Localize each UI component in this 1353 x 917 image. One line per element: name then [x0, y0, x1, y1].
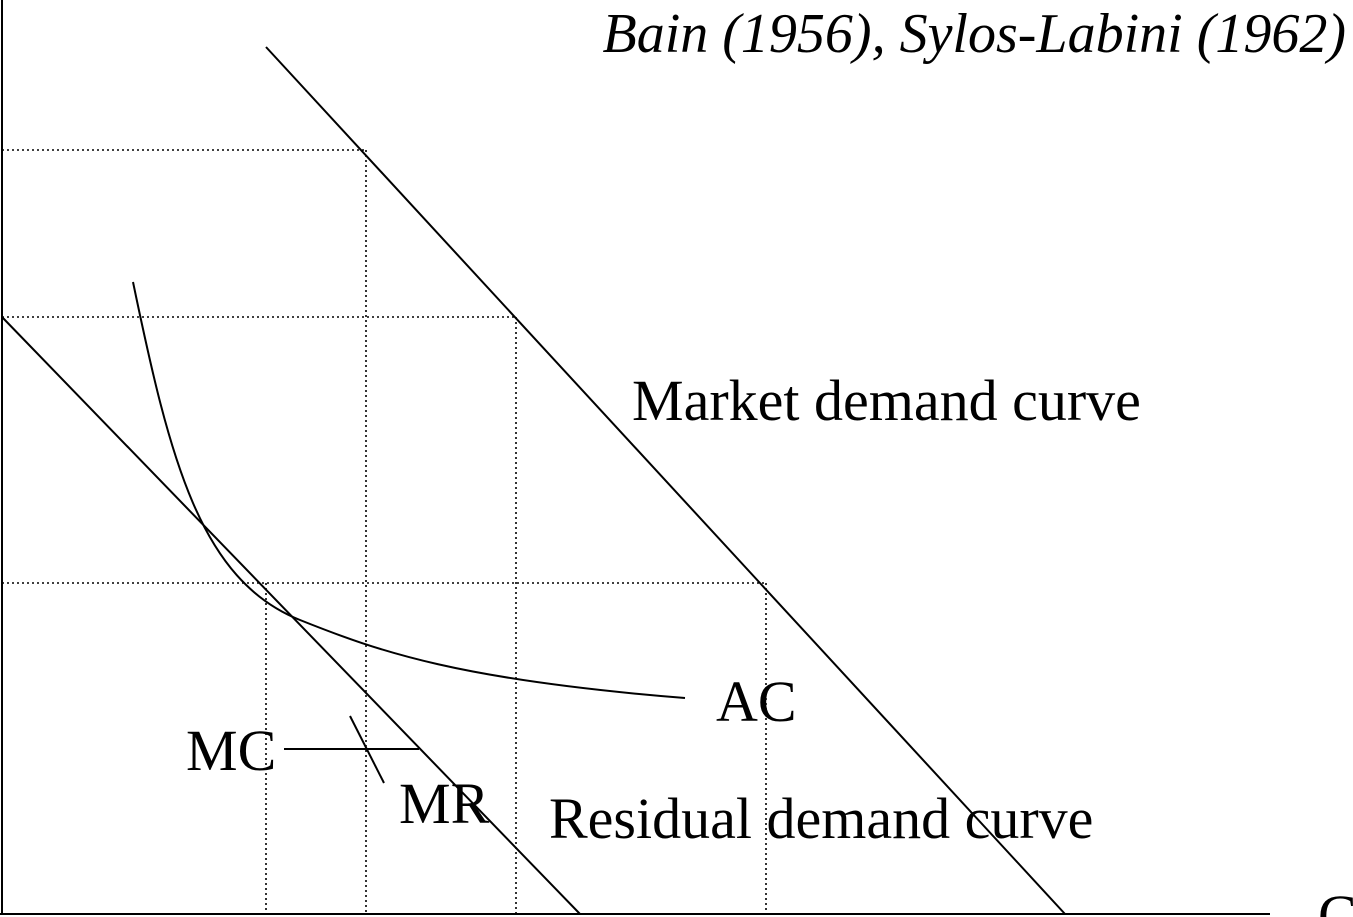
average-cost-curve	[132, 281, 686, 699]
marginal-revenue-label: MR	[399, 771, 490, 836]
marginal-revenue-line	[349, 715, 385, 784]
average-cost-label: AC	[716, 669, 797, 734]
market-demand-label: Market demand curve	[632, 368, 1141, 433]
guide-lines	[2, 149, 767, 914]
market-demand-line	[265, 46, 1066, 915]
citation-text: Bain (1956), Sylos-Labini (1962)	[603, 3, 1346, 65]
x-axis-label: C	[1318, 883, 1353, 917]
marginal-cost-label: MC	[186, 718, 276, 783]
residual-demand-label: Residual demand curve	[549, 786, 1093, 851]
